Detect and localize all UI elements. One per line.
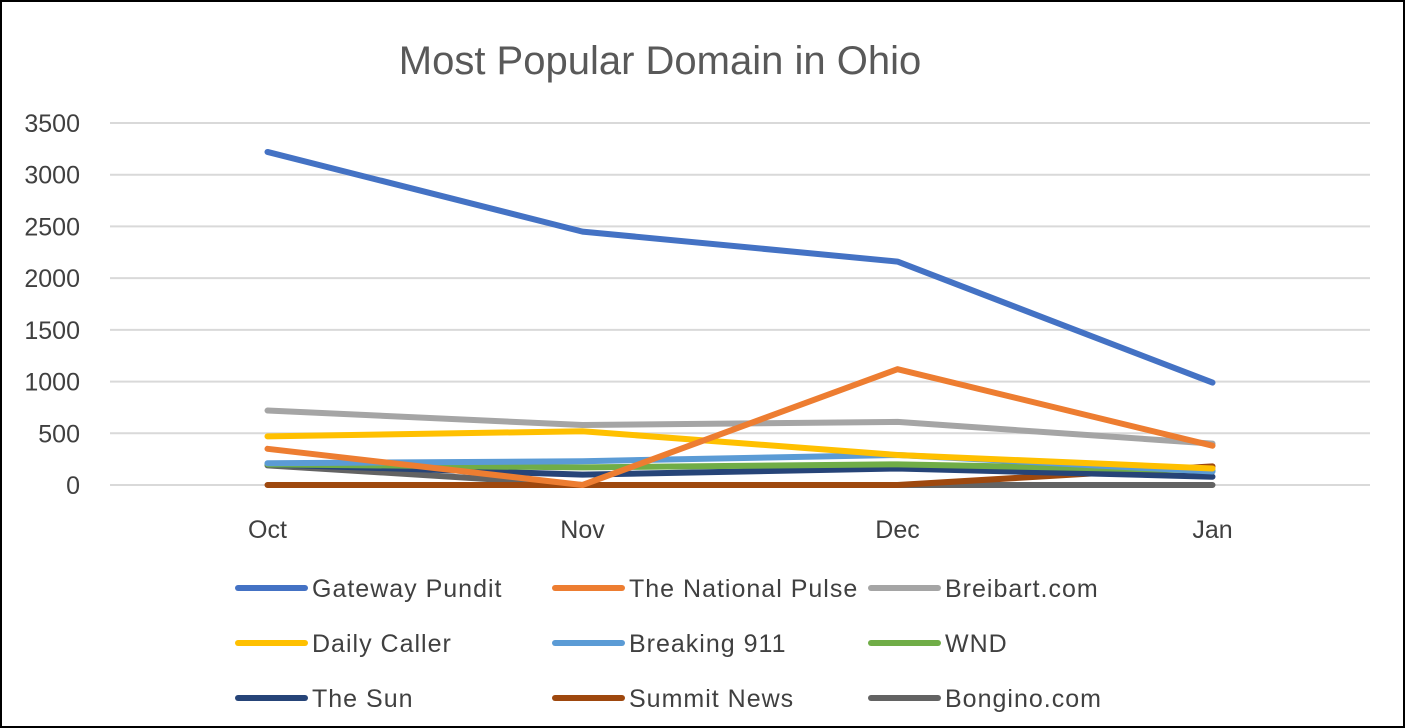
series-line-daily-caller [264, 428, 1216, 472]
x-tick-label: Nov [560, 516, 605, 544]
x-tick-label: Jan [1192, 516, 1232, 544]
legend-label-breibart-com: Breibart.com [945, 575, 1099, 603]
x-tick-label: Dec [875, 516, 919, 544]
legend-label-the-national-pulse: The National Pulse [629, 575, 858, 603]
series-lines [264, 148, 1216, 488]
y-tick-label: 1000 [24, 369, 80, 397]
x-tick-label: Oct [248, 516, 287, 544]
legend: Gateway Pundit The National Pulse Breibart… [235, 575, 1102, 713]
legend-label-wnd: WND [945, 630, 1008, 658]
y-tick-label: 3000 [24, 162, 80, 190]
y-tick-label: 2000 [24, 265, 80, 293]
legend-label-daily-caller: Daily Caller [312, 630, 452, 658]
legend-label-bongino-com: Bongino.com [945, 685, 1102, 713]
legend-label-the-sun: The Sun [312, 685, 414, 713]
y-tick-label: 2500 [24, 213, 80, 241]
series-line-the-national-pulse [264, 366, 1216, 488]
x-axis-ticks: Oct Nov Dec Jan [248, 516, 1233, 544]
legend-label-summit-news: Summit News [629, 685, 794, 713]
y-tick-label: 500 [38, 420, 80, 448]
legend-label-gateway-pundit: Gateway Pundit [312, 575, 503, 603]
series-line-gateway-pundit [264, 148, 1216, 386]
legend-label-breaking-911: Breaking 911 [629, 630, 786, 658]
y-tick-label: 0 [66, 472, 80, 500]
y-tick-label: 3500 [24, 110, 80, 138]
y-axis-ticks: 0 500 1000 1500 2000 2500 3000 3500 [24, 110, 80, 500]
grid-lines [110, 122, 1370, 486]
series-line-summit-news [264, 463, 1216, 488]
y-tick-label: 1500 [24, 317, 80, 345]
chart-title: Most Popular Domain in Ohio [399, 39, 921, 83]
series-line-breibart-com [264, 407, 1216, 447]
